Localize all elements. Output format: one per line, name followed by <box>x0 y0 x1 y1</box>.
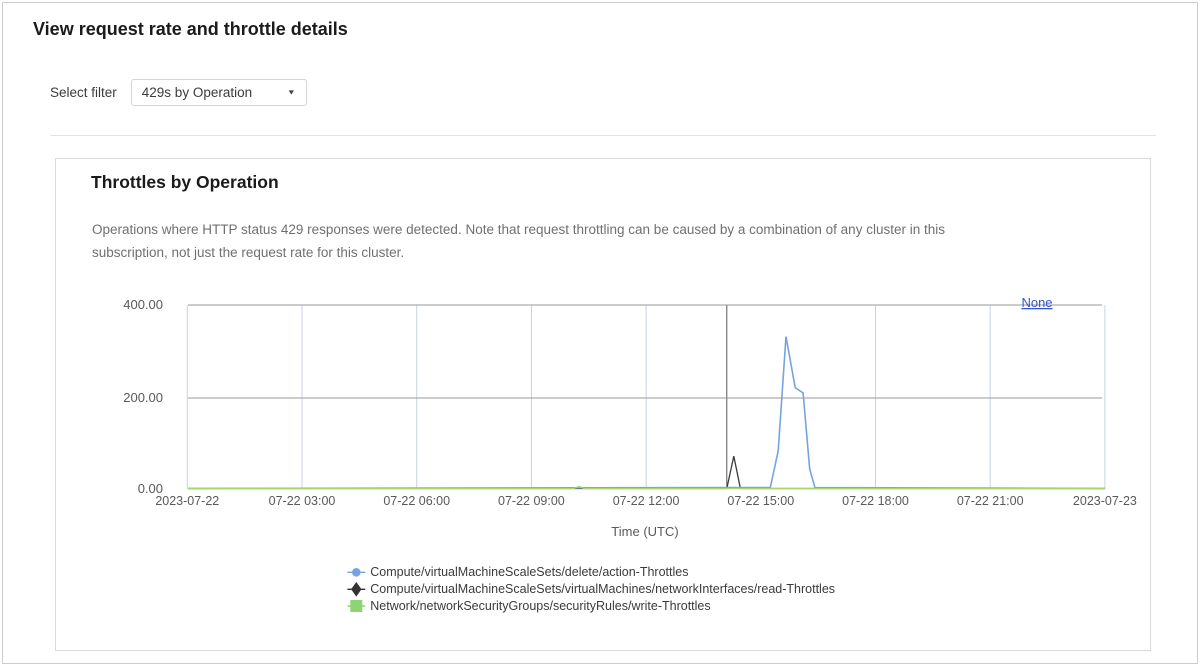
svg-text:Network/networkSecurityGroups/: Network/networkSecurityGroups/securityRu… <box>370 599 710 613</box>
svg-text:2023-07-23: 2023-07-23 <box>1073 494 1137 508</box>
svg-text:07-22 03:00: 07-22 03:00 <box>269 494 336 508</box>
svg-text:None: None <box>1021 295 1052 310</box>
svg-text:400.00: 400.00 <box>123 297 163 312</box>
svg-text:07-22 15:00: 07-22 15:00 <box>727 494 794 508</box>
svg-text:07-22 21:00: 07-22 21:00 <box>957 494 1024 508</box>
svg-text:Compute/virtualMachineScaleSet: Compute/virtualMachineScaleSets/delete/a… <box>370 565 688 579</box>
svg-text:Time (UTC): Time (UTC) <box>611 524 678 539</box>
svg-text:07-22 18:00: 07-22 18:00 <box>842 494 909 508</box>
svg-text:200.00: 200.00 <box>123 390 163 405</box>
svg-text:2023-07-22: 2023-07-22 <box>155 494 219 508</box>
svg-text:07-22 09:00: 07-22 09:00 <box>498 494 565 508</box>
svg-text:07-22 12:00: 07-22 12:00 <box>613 494 680 508</box>
svg-text:07-22 06:00: 07-22 06:00 <box>383 494 450 508</box>
svg-text:Compute/virtualMachineScaleSet: Compute/virtualMachineScaleSets/virtualM… <box>370 582 835 596</box>
